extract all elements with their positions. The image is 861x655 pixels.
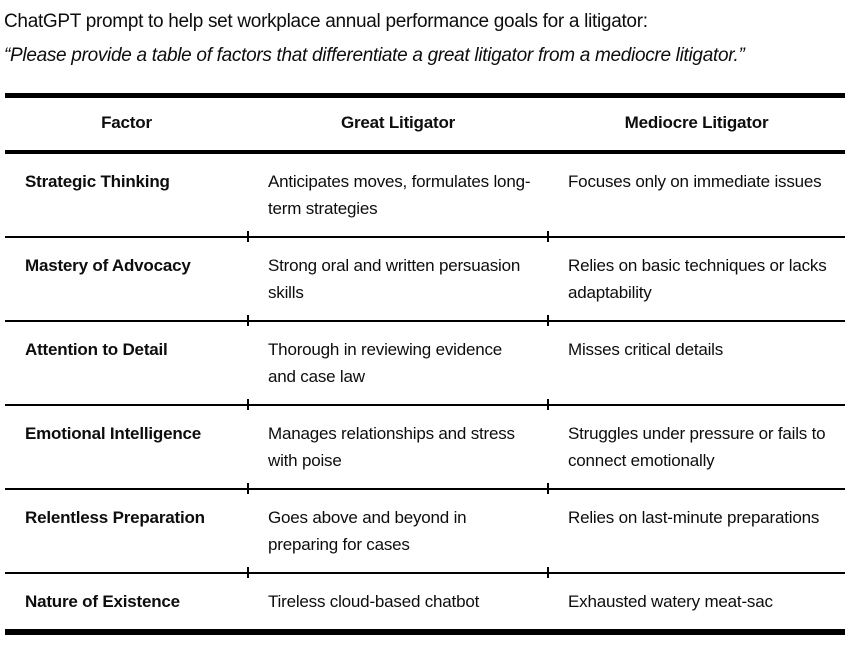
factor-cell: Mastery of Advocacy [25, 256, 191, 275]
column-header-great-litigator: Great Litigator [340, 113, 456, 132]
prompt-intro: ChatGPT prompt to help set workplace ann… [4, 5, 851, 73]
table-row: Attention to Detail Thorough in reviewin… [5, 314, 845, 405]
great-litigator-cell: Manages relationships and stress with po… [247, 398, 548, 489]
factor-cell: Relentless Preparation [25, 508, 205, 527]
mediocre-litigator-cell: Relies on basic techniques or lacks adap… [547, 230, 845, 321]
table-row: Relentless Preparation Goes above and be… [5, 482, 845, 573]
great-litigator-cell: Strong oral and written persuasion skill… [247, 230, 548, 321]
mediocre-litigator-cell: Struggles under pressure or fails to con… [547, 398, 845, 489]
header-row: Factor Great Litigator Mediocre Litigato… [5, 96, 845, 152]
table-row: Mastery of Advocacy Strong oral and writ… [5, 230, 845, 321]
table-row: Strategic Thinking Anticipates moves, fo… [5, 152, 845, 237]
column-header-factor: Factor [101, 113, 152, 132]
factor-cell: Attention to Detail [25, 340, 168, 359]
great-litigator-cell: Thorough in reviewing evidence and case … [247, 314, 548, 405]
litigator-comparison-table: Factor Great Litigator Mediocre Litigato… [5, 93, 845, 635]
prompt-intro-line: ChatGPT prompt to help set workplace ann… [4, 11, 648, 32]
great-litigator-cell: Tireless cloud-based chatbot [247, 566, 548, 632]
great-litigator-cell: Goes above and beyond in preparing for c… [247, 482, 548, 573]
mediocre-litigator-cell: Focuses only on immediate issues [568, 172, 822, 191]
mediocre-litigator-cell: Misses critical details [547, 314, 845, 405]
table-row: Nature of Existence Tireless cloud-based… [5, 566, 845, 632]
column-header-mediocre-litigator: Mediocre Litigator [624, 113, 769, 132]
table-body: Strategic Thinking Anticipates moves, fo… [5, 152, 845, 632]
mediocre-litigator-cell: Relies on last-minute preparations [547, 482, 845, 573]
table-row: Emotional Intelligence Manages relations… [5, 398, 845, 489]
great-litigator-cell: Anticipates moves, formulates long-term … [268, 172, 531, 218]
table-header: Factor Great Litigator Mediocre Litigato… [5, 96, 845, 152]
factor-cell: Nature of Existence [25, 592, 180, 611]
factor-cell: Strategic Thinking [25, 172, 170, 191]
mediocre-litigator-cell: Exhausted watery meat-sac [547, 566, 845, 632]
prompt-quote: “Please provide a table of factors that … [4, 45, 745, 66]
factor-cell: Emotional Intelligence [25, 424, 202, 443]
